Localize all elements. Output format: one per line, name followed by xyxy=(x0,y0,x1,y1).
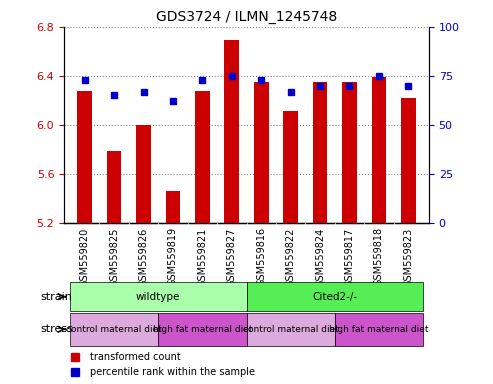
Bar xyxy=(195,91,210,223)
Text: GSM559819: GSM559819 xyxy=(168,227,178,286)
Text: control maternal diet: control maternal diet xyxy=(66,325,162,334)
Bar xyxy=(342,82,357,223)
Text: GSM559821: GSM559821 xyxy=(197,227,208,286)
Bar xyxy=(283,111,298,223)
Text: transformed count: transformed count xyxy=(90,352,180,362)
Bar xyxy=(224,40,239,223)
Text: GSM559816: GSM559816 xyxy=(256,227,266,286)
Bar xyxy=(246,282,423,311)
Text: Cited2-/-: Cited2-/- xyxy=(312,291,357,302)
Text: high fat maternal diet: high fat maternal diet xyxy=(153,325,252,334)
Bar xyxy=(254,82,269,223)
Bar xyxy=(401,98,416,223)
Text: GSM559825: GSM559825 xyxy=(109,227,119,287)
Text: wildtype: wildtype xyxy=(136,291,180,302)
Bar xyxy=(158,313,246,346)
Text: strain: strain xyxy=(40,291,72,302)
Text: GSM559827: GSM559827 xyxy=(227,227,237,287)
Text: percentile rank within the sample: percentile rank within the sample xyxy=(90,367,254,377)
Bar xyxy=(107,151,121,223)
Text: GSM559824: GSM559824 xyxy=(315,227,325,286)
Bar xyxy=(77,91,92,223)
Text: stress: stress xyxy=(40,324,73,334)
Bar xyxy=(70,313,158,346)
Bar xyxy=(372,77,386,223)
Text: GSM559823: GSM559823 xyxy=(403,227,413,286)
Text: control maternal diet: control maternal diet xyxy=(243,325,339,334)
Text: GSM559818: GSM559818 xyxy=(374,227,384,286)
Bar xyxy=(313,82,327,223)
Bar xyxy=(166,191,180,223)
Text: GSM559822: GSM559822 xyxy=(285,227,296,287)
Bar xyxy=(335,313,423,346)
Text: GSM559826: GSM559826 xyxy=(139,227,148,286)
Bar xyxy=(246,313,335,346)
Bar xyxy=(136,125,151,223)
Text: GSM559817: GSM559817 xyxy=(345,227,354,286)
Text: high fat maternal diet: high fat maternal diet xyxy=(329,325,428,334)
Title: GDS3724 / ILMN_1245748: GDS3724 / ILMN_1245748 xyxy=(156,10,337,25)
Text: GSM559820: GSM559820 xyxy=(80,227,90,286)
Bar xyxy=(70,282,246,311)
